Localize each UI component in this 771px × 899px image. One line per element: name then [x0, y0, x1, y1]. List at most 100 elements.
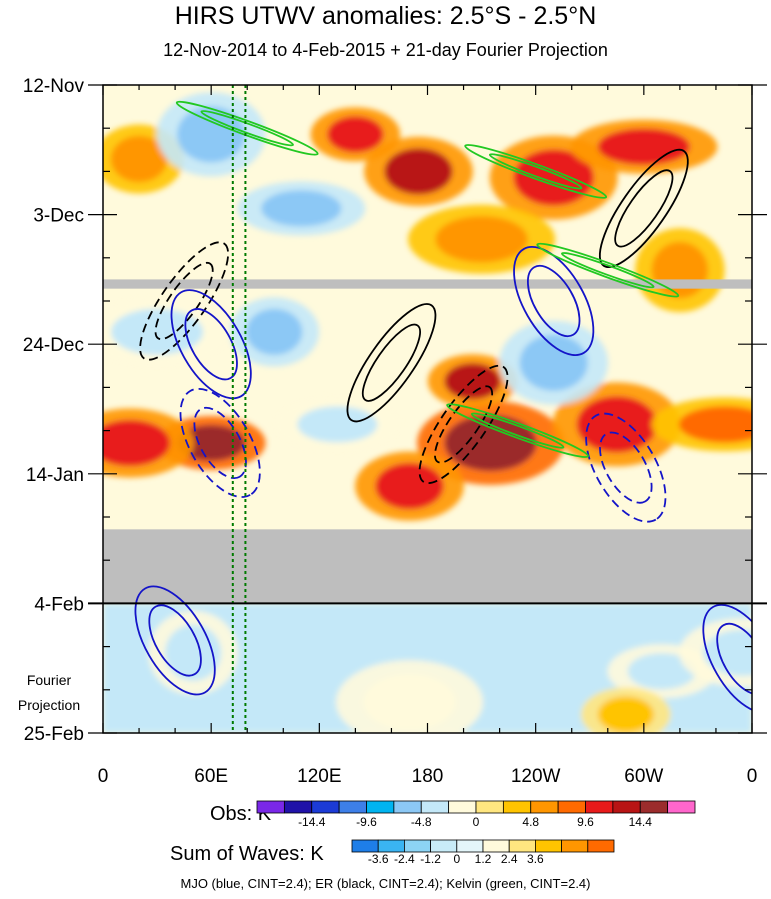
colorbar-swatch [311, 800, 340, 814]
er-contour-line [598, 148, 689, 269]
kelvin-contour-line [488, 153, 583, 190]
mjo-contour-line [513, 246, 595, 356]
mjo-contour [585, 412, 667, 523]
anomaly-blob [435, 216, 528, 263]
y-tick-label: 14-Jan [26, 465, 84, 486]
y-tick-label: 3-Dec [33, 206, 84, 227]
colorbar-tick-label: 14.4 [629, 815, 653, 829]
anomaly-blob [702, 629, 752, 676]
reference-longitude-lines [231, 85, 247, 733]
colorbar-swatch [561, 839, 589, 853]
mjo-contour-line [193, 406, 247, 479]
anomaly-blob [384, 148, 453, 195]
mjo-contour-line [148, 604, 202, 677]
anomaly-blob [597, 128, 690, 165]
colorbar-swatch [667, 800, 696, 814]
colorbar-swatch [430, 839, 458, 853]
colorbar-tick-label: 0 [453, 852, 460, 866]
er-contour [346, 303, 437, 423]
waves-colorbar: -3.6 -2.4 -1.2 0 1.2 2.4 3.6 [351, 839, 615, 866]
colorbar-swatch [420, 800, 450, 814]
colorbar-swatch [587, 839, 615, 853]
y-tick-label: 12-Nov [23, 76, 85, 97]
obs-colorbar-label: Obs: K [210, 803, 272, 825]
anomaly-blob [327, 116, 384, 153]
colorbar-tick-label: -1.2 [420, 852, 441, 866]
kelvin-contour [536, 242, 680, 298]
y-tick-label: 25-Feb [24, 724, 84, 745]
colorbar-tick-label: 4.8 [522, 815, 539, 829]
x-tick-label: 60W [624, 766, 663, 787]
y-tick-label: 4-Feb [34, 594, 84, 615]
x-tick-label: 120E [297, 766, 341, 787]
colorbar-tick-label: 1.2 [475, 852, 492, 866]
x-tick-label: 60E [194, 766, 228, 787]
colorbar-swatch [456, 839, 484, 853]
anomaly-blob [261, 190, 342, 227]
colorbar-swatch [557, 800, 586, 814]
er-contour-line [434, 385, 494, 464]
anomaly-blob [519, 334, 588, 391]
colorbar-tick-label: -4.8 [411, 815, 432, 829]
mjo-contour-line [134, 585, 216, 696]
colorbar-tick-label: -2.4 [394, 852, 415, 866]
anomaly-blob [678, 406, 752, 443]
anomaly-blob [177, 424, 246, 461]
colorbar-tick-label: -3.6 [368, 852, 389, 866]
kelvin-contour-line [464, 144, 608, 199]
y-axis: 12-Nov 3-Dec 24-Dec 14-Jan 4-Feb 25-Feb [23, 76, 767, 745]
colorbar-swatch [508, 839, 536, 853]
colorbar-swatch [377, 839, 405, 853]
colorbar-swatch [283, 800, 313, 814]
er-contour-line [361, 323, 421, 402]
missing-data-band [103, 529, 752, 604]
mjo-contour-line [599, 431, 653, 504]
anomaly-field [103, 92, 752, 733]
x-tick-label: 180 [412, 766, 444, 787]
colorbar-swatch [502, 800, 532, 814]
er-contour-line [139, 241, 230, 361]
anomaly-blob [103, 419, 171, 466]
anomaly-blob [576, 396, 657, 453]
er-contour [418, 364, 509, 485]
y-tick-label: 24-Dec [23, 335, 84, 356]
mjo-contour [702, 603, 752, 714]
kelvin-contour-line [561, 252, 655, 289]
anomaly-blob [363, 674, 456, 731]
mjo-contour-line [585, 412, 667, 523]
colorbar-swatch [403, 839, 431, 853]
mjo-contour [513, 246, 595, 356]
anomaly-blob [597, 696, 654, 733]
anomaly-blob [177, 106, 246, 163]
colorbar-swatch [612, 800, 641, 814]
colorbar-tick-label: 2.4 [501, 852, 518, 866]
colorbar-swatch [535, 839, 563, 853]
kelvin-contour-line [470, 412, 565, 449]
kelvin-contour-line [446, 403, 590, 458]
colorbar-tick-label: 3.6 [527, 852, 544, 866]
missing-data-layer [103, 279, 752, 604]
colorbar-swatch [585, 800, 614, 814]
obs-colorbar: -14.4 -9.6 -4.8 0 4.8 9.6 14.4 [256, 800, 696, 829]
anomaly-blob [375, 463, 444, 510]
er-contour-line [418, 364, 509, 485]
colorbar-swatch [256, 800, 285, 814]
mjo-contour-line [702, 603, 752, 714]
contour-legend: MJO (blue, CINT=2.4); ER (black, CINT=2.… [180, 876, 591, 891]
kelvin-contour [464, 144, 608, 199]
colorbar-tick-label: 0 [473, 815, 480, 829]
anomaly-blob [246, 308, 303, 355]
colorbar-swatch [482, 839, 510, 853]
colorbar-swatch [338, 800, 367, 814]
colorbar-swatch [366, 800, 395, 814]
er-contour-line [346, 303, 437, 423]
mjo-contour [134, 585, 216, 696]
anomaly-blob [111, 308, 204, 355]
projection-label-line2: Projection [18, 697, 80, 713]
er-contour [598, 148, 689, 269]
colorbar-tick-label: -9.6 [356, 815, 377, 829]
mjo-contour-line [716, 622, 752, 695]
kelvin-contour [446, 403, 590, 458]
colorbar-tick-label: -14.4 [298, 815, 326, 829]
